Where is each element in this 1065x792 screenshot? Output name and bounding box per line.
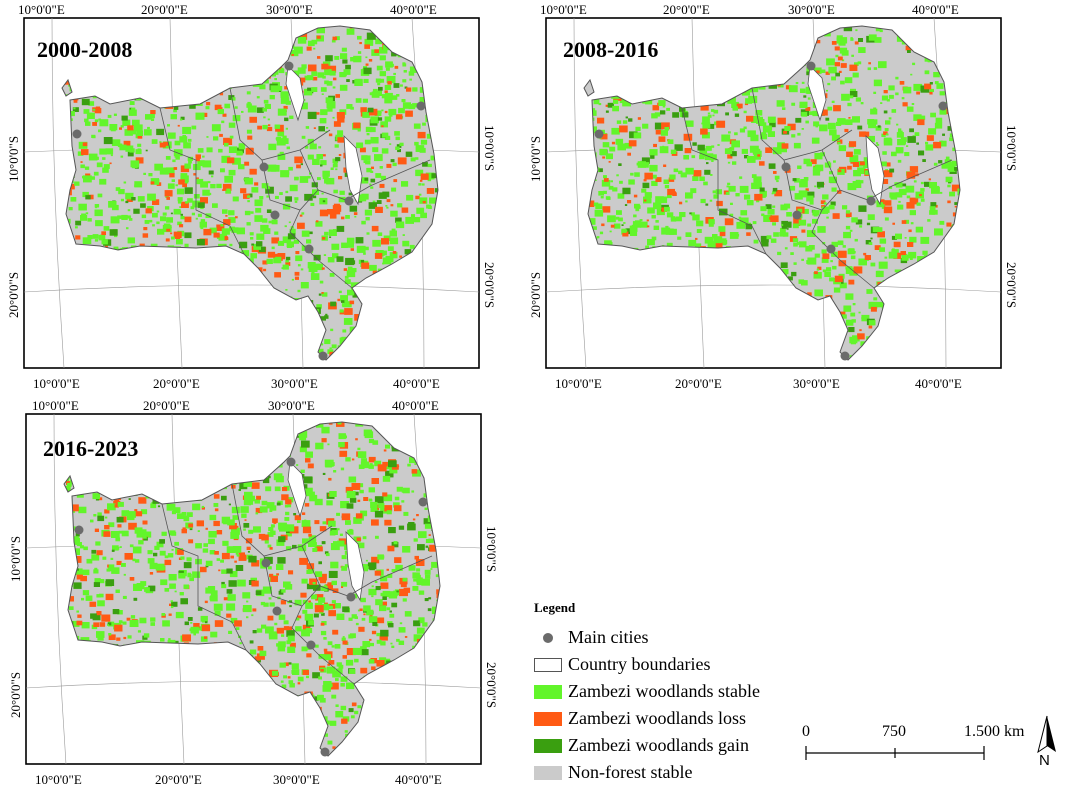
legend-title: Legend	[534, 600, 576, 615]
legend-item-woodlands-loss: Zambezi woodlands loss	[534, 705, 794, 732]
city-marker	[781, 162, 791, 172]
city-marker	[594, 129, 604, 139]
legend-label: Zambezi woodlands loss	[568, 708, 746, 728]
map-canvas	[25, 413, 482, 765]
city-marker	[286, 457, 296, 467]
legend-label: Non-forest stable	[568, 762, 693, 782]
city-marker	[261, 558, 271, 568]
lat-label-left: 10°0'0"S	[6, 135, 21, 182]
lat-label-right: 10°0'0"S	[482, 125, 497, 172]
lon-label-top: 30°0'0"E	[788, 2, 835, 17]
city-marker	[346, 592, 356, 602]
lon-label-top: 20°0'0"E	[143, 398, 190, 413]
lon-label-bottom: 30°0'0"E	[793, 376, 840, 391]
lat-label-left: 20°0'0"S	[528, 271, 543, 318]
lat-label-left: 10°0'0"S	[8, 535, 23, 582]
panel-title: 2016-2023	[43, 436, 139, 461]
city-dot-icon	[543, 632, 553, 643]
lat-label-right: 20°0'0"S	[1004, 262, 1019, 309]
boundary-swatch	[534, 657, 562, 672]
city-marker	[320, 747, 330, 757]
lon-label-top: 10°0'0"E	[32, 398, 79, 413]
lon-label-top: 40°0'0"E	[912, 2, 959, 17]
city-marker	[418, 497, 428, 507]
city-marker	[840, 351, 850, 361]
lon-label-top: 20°0'0"E	[663, 2, 710, 17]
lon-label-bottom: 30°0'0"E	[271, 376, 318, 391]
legend-item-woodlands-gain: Zambezi woodlands gain	[534, 732, 794, 759]
lon-label-bottom: 40°0'0"E	[393, 376, 440, 391]
city-marker	[72, 129, 82, 139]
legend-label: Zambezi woodlands gain	[568, 735, 749, 755]
lon-label-bottom: 10°0'0"E	[33, 376, 80, 391]
lon-label-bottom: 10°0'0"E	[555, 376, 602, 391]
map-legend: Legend Main cities Country boundaries Za…	[534, 600, 794, 786]
scale-label-0: 0	[802, 723, 810, 740]
lon-label-bottom: 10°0'0"E	[35, 772, 82, 787]
lon-label-bottom: 20°0'0"E	[155, 772, 202, 787]
legend-label: Main cities	[568, 627, 649, 647]
lon-label-top: 40°0'0"E	[390, 2, 437, 17]
north-label: N	[1039, 752, 1050, 769]
north-arrow-icon: N	[1034, 714, 1060, 774]
city-marker	[284, 61, 294, 71]
map-canvas	[545, 17, 1002, 369]
stable-swatch	[534, 684, 562, 699]
lon-label-top: 30°0'0"E	[268, 398, 315, 413]
panel-title: 2008-2016	[563, 37, 659, 62]
legend-item-woodlands-stable: Zambezi woodlands stable	[534, 678, 794, 705]
city-marker	[259, 162, 269, 172]
city-marker	[826, 244, 836, 254]
city-marker	[938, 101, 948, 111]
city-marker	[792, 210, 802, 220]
city-marker	[74, 525, 84, 535]
city-marker	[272, 606, 282, 616]
legend-item-main-cities: Main cities	[534, 624, 794, 651]
lon-label-bottom: 20°0'0"E	[675, 376, 722, 391]
lon-label-top: 10°0'0"E	[18, 2, 65, 17]
lon-label-bottom: 30°0'0"E	[273, 772, 320, 787]
lat-label-right: 10°0'0"S	[1004, 125, 1019, 172]
map-panel-2000-2008: 2000-2008 10°0'0"E 20°0'0"E 30°0'0"E 40°…	[0, 0, 500, 395]
legend-label: Zambezi woodlands stable	[568, 681, 760, 701]
map-canvas	[23, 17, 480, 369]
city-marker	[304, 244, 314, 254]
scale-bar-line	[805, 746, 985, 760]
legend-item-nonforest-stable: Non-forest stable	[534, 759, 794, 786]
gain-swatch	[534, 738, 562, 753]
map-panel-2008-2016: 2008-2016 10°0'0"E 20°0'0"E 30°0'0"E 40°…	[522, 0, 1022, 395]
lon-label-bottom: 20°0'0"E	[153, 376, 200, 391]
lat-label-right: 20°0'0"S	[482, 262, 497, 309]
lat-label-right: 10°0'0"S	[484, 526, 499, 573]
lon-label-top: 40°0'0"E	[392, 398, 439, 413]
legend-label: Country boundaries	[568, 654, 711, 674]
lat-label-left: 20°0'0"S	[8, 671, 23, 718]
scale-bar: 0 750 1.500 km	[800, 720, 1040, 780]
lat-label-left: 20°0'0"S	[6, 271, 21, 318]
lon-label-top: 10°0'0"E	[540, 2, 587, 17]
scale-label-1500: 1.500 km	[964, 723, 1025, 740]
city-marker	[416, 101, 426, 111]
legend-item-country-boundaries: Country boundaries	[534, 651, 794, 678]
lat-label-left: 10°0'0"S	[528, 135, 543, 182]
city-marker	[866, 196, 876, 206]
city-marker	[318, 351, 328, 361]
scale-label-750: 750	[882, 723, 906, 740]
nonforest-swatch	[534, 765, 562, 780]
panel-title: 2000-2008	[37, 37, 133, 62]
city-marker	[806, 61, 816, 71]
city-marker	[344, 196, 354, 206]
city-marker	[270, 210, 280, 220]
lat-label-right: 20°0'0"S	[484, 662, 499, 709]
lon-label-bottom: 40°0'0"E	[915, 376, 962, 391]
map-panel-2016-2023: 2016-2023 10°0'0"E 20°0'0"E 30°0'0"E 40°…	[2, 396, 502, 791]
lon-label-top: 20°0'0"E	[141, 2, 188, 17]
lon-label-bottom: 40°0'0"E	[395, 772, 442, 787]
loss-swatch	[534, 711, 562, 726]
city-marker	[306, 640, 316, 650]
lon-label-top: 30°0'0"E	[266, 2, 313, 17]
